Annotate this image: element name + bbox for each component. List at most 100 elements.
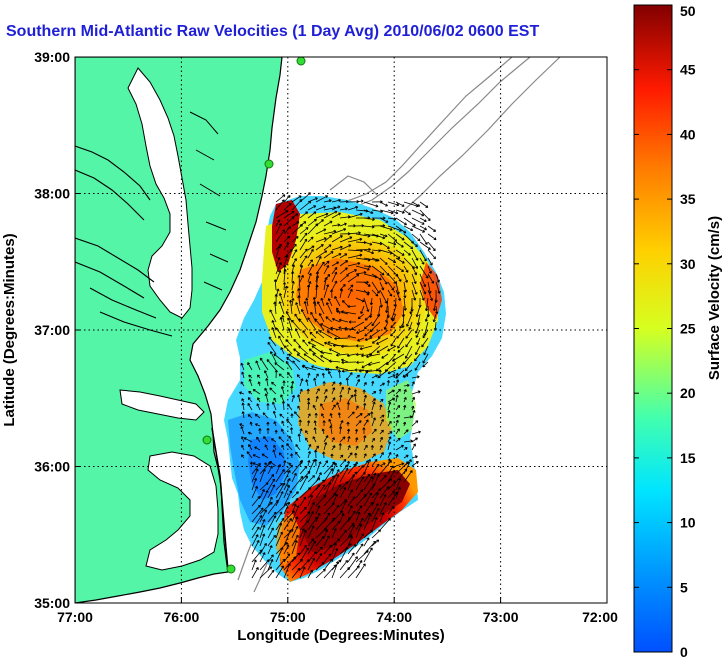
velocity-arrow: [282, 282, 287, 291]
velocity-arrow: [266, 359, 277, 371]
velocity-arrow: [355, 476, 365, 491]
velocity-arrow: [323, 234, 332, 243]
velocity-arrow: [315, 512, 321, 523]
velocity-arrow: [355, 517, 364, 531]
velocity-arrow: [331, 381, 336, 387]
velocity-arrow: [395, 379, 400, 387]
map-plot-area: [75, 57, 607, 603]
velocity-arrow: [379, 494, 387, 507]
velocity-arrow: [340, 344, 357, 349]
velocity-arrow: [395, 388, 401, 395]
velocity-arrow: [387, 490, 396, 499]
velocity-arrow: [268, 336, 277, 347]
velocity-arrow: [379, 281, 385, 291]
colorbar-tick-label: 45: [680, 62, 696, 78]
velocity-arrow: [339, 236, 353, 243]
velocity-arrow: [291, 199, 303, 211]
velocity-arrow: [313, 420, 317, 427]
velocity-arrow: [267, 465, 273, 475]
velocity-arrow: [307, 538, 315, 547]
velocity-arrow: [331, 542, 337, 555]
velocity-arrow: [403, 265, 409, 273]
velocity-arrow: [347, 269, 357, 275]
velocity-arrow: [371, 233, 386, 240]
velocity-arrow: [241, 402, 245, 411]
velocity-arrow: [307, 263, 314, 275]
velocity-arrow: [305, 379, 309, 387]
velocity-arrow: [403, 383, 410, 388]
velocity-arrow: [354, 428, 359, 435]
velocity-arrow: [419, 249, 427, 262]
velocity-arrow: [363, 460, 369, 467]
velocity-arrow: [283, 268, 287, 283]
radar-station[interactable]: [296, 57, 306, 66]
velocity-arrow: [387, 281, 395, 291]
velocity-arrow: [331, 205, 341, 211]
velocity-arrow: [427, 249, 436, 260]
radar-station[interactable]: [264, 159, 274, 169]
velocity-arrow: [323, 558, 333, 571]
velocity-arrow: [291, 525, 299, 539]
velocity-arrow: [247, 414, 253, 419]
velocity-arrow: [259, 501, 273, 515]
velocity-arrow: [364, 337, 373, 341]
velocity-arrow: [371, 249, 381, 253]
velocity-arrow: [347, 510, 356, 523]
velocity-arrow: [363, 513, 372, 531]
velocity-arrow: [241, 398, 245, 403]
velocity-arrow: [403, 389, 407, 395]
velocity-arrow: [339, 199, 349, 204]
velocity-arrow: [414, 321, 421, 334]
velocity-arrow: [411, 225, 426, 233]
velocity-arrow: [263, 436, 269, 443]
velocity-arrow: [241, 454, 245, 459]
velocity-arrow: [320, 323, 333, 331]
velocity-arrow: [331, 520, 341, 531]
velocity-arrow: [250, 461, 254, 467]
velocity-arrow: [251, 534, 259, 547]
velocity-arrow: [299, 559, 310, 571]
velocity-arrow: [251, 485, 258, 499]
radar-stations: [202, 57, 306, 574]
velocity-arrow: [405, 329, 413, 339]
velocity-arrow: [299, 211, 309, 219]
radar-station[interactable]: [202, 435, 212, 445]
velocity-arrow: [347, 288, 353, 299]
velocity-arrow: [299, 496, 307, 507]
velocity-arrow: [255, 360, 261, 371]
velocity-arrow: [370, 411, 374, 419]
velocity-arrow: [339, 513, 345, 523]
velocity-arrow: [355, 378, 360, 387]
velocity-arrow: [278, 335, 285, 347]
velocity-arrow: [323, 220, 333, 227]
velocity-arrow: [267, 496, 273, 507]
velocity-arrow: [346, 428, 351, 435]
velocity-arrow: [275, 463, 281, 475]
velocity-arrow: [355, 265, 370, 271]
radar-station[interactable]: [226, 564, 236, 574]
velocity-arrow: [266, 403, 270, 411]
velocity-arrow: [312, 404, 317, 411]
velocity-arrow: [298, 419, 302, 427]
velocity-arrow: [305, 437, 309, 443]
colorbar: 0 5 10 15 20 25 30 35 40 45 50 Surface Velocity (c…: [633, 3, 723, 659]
tick-marks: [75, 193, 502, 603]
velocity-arrow: [290, 413, 294, 419]
velocity-arrow: [347, 524, 355, 539]
velocity-arrow: [299, 506, 307, 515]
velocity-arrow: [307, 205, 317, 211]
velocity-arrow: [371, 453, 376, 459]
velocity-arrow: [330, 453, 334, 459]
velocity-arrow: [323, 468, 334, 483]
velocity-arrow: [283, 510, 295, 523]
velocity-arrow: [358, 369, 373, 373]
velocity-arrow: [339, 267, 348, 275]
velocity-arrow: [307, 248, 314, 259]
velocity-arrow: [339, 244, 352, 251]
velocity-arrow: [411, 257, 418, 269]
velocity-arrow: [323, 544, 332, 555]
velocity-arrow: [315, 212, 329, 219]
velocity-arrow: [397, 345, 405, 353]
velocity-arrow: [395, 419, 399, 427]
velocity-arrow: [347, 473, 356, 491]
